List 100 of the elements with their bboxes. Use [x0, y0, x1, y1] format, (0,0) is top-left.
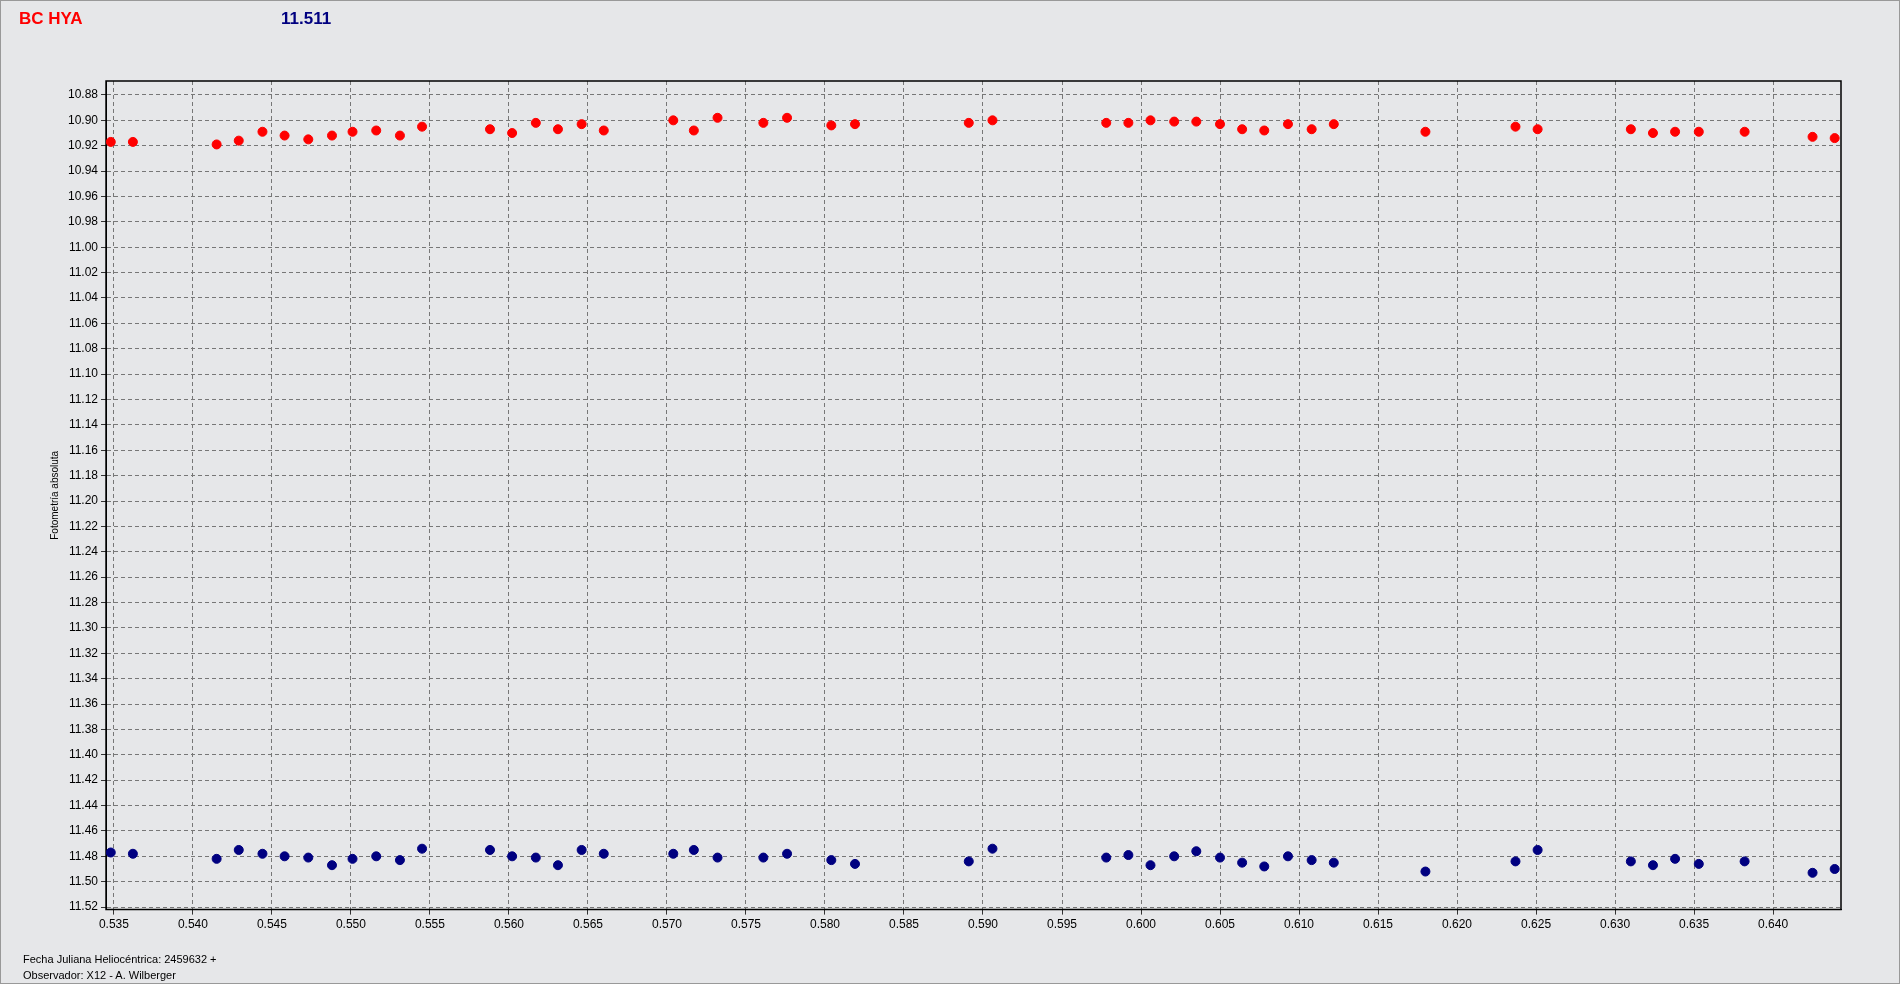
x-tick-label: 0.570 [651, 917, 683, 932]
y-tick-label: 11.30 [68, 620, 99, 635]
y-tick-label: 11.18 [68, 467, 99, 482]
x-tick-label: 0.595 [1046, 917, 1078, 932]
y-tick-label: 10.92 [68, 138, 99, 153]
point [1532, 844, 1543, 855]
point [1215, 852, 1226, 863]
point [576, 119, 587, 130]
point [127, 848, 138, 859]
y-tick-label: 11.28 [68, 594, 99, 609]
point [598, 125, 609, 136]
point [507, 851, 518, 862]
point [963, 856, 974, 867]
y-tick-label: 11.52 [68, 899, 99, 914]
point [371, 125, 382, 136]
y-tick-label: 11.02 [68, 264, 99, 279]
point [394, 855, 405, 866]
point [782, 848, 793, 859]
y-tick-label: 11.16 [68, 442, 99, 457]
point [1145, 115, 1156, 126]
point [552, 124, 563, 135]
point [279, 851, 290, 862]
point [1237, 124, 1248, 135]
x-tick-label: 0.580 [809, 917, 841, 932]
x-tick-label: 0.560 [493, 917, 525, 932]
point [1282, 851, 1293, 862]
x-axis-title: Fecha Juliana Heliocéntrica: 2459632 + [23, 952, 217, 967]
point [782, 112, 793, 123]
point [1647, 860, 1658, 871]
y-tick-label: 11.26 [68, 569, 99, 584]
y-tick-label: 11.22 [68, 518, 99, 533]
y-axis-title: Fotometría absoluta [48, 450, 60, 540]
point [127, 136, 138, 147]
y-tick-label: 11.00 [68, 239, 99, 254]
y-tick-label: 11.50 [68, 874, 99, 888]
point [1169, 851, 1180, 862]
point [1145, 860, 1156, 871]
point [1625, 124, 1636, 135]
point [1282, 119, 1293, 130]
x-tick-label: 0.565 [572, 917, 604, 932]
y-tick-label: 11.14 [68, 417, 99, 432]
y-tick-label: 10.96 [68, 188, 99, 203]
x-tick-label: 0.555 [414, 917, 446, 932]
point [347, 853, 358, 864]
point [552, 860, 563, 871]
point [1191, 116, 1202, 127]
x-tick-label: 0.640 [1758, 917, 1789, 932]
point [1328, 119, 1339, 130]
point [1306, 855, 1317, 866]
point [826, 120, 837, 131]
point [688, 844, 699, 855]
point [257, 848, 268, 859]
point [1625, 856, 1636, 867]
point [1306, 124, 1317, 135]
y-tick-label: 11.38 [68, 721, 99, 736]
point [326, 860, 337, 871]
y-tick-label: 11.44 [68, 797, 99, 812]
point [1829, 864, 1840, 874]
point [233, 135, 244, 146]
y-tick-label: 11.34 [68, 670, 99, 685]
y-tick-label: 10.88 [68, 87, 99, 102]
y-tick-label: 11.08 [68, 341, 99, 356]
text: BC HYA [19, 9, 83, 29]
point [530, 852, 541, 863]
x-tick-label: 0.620 [1442, 917, 1473, 932]
point [485, 124, 495, 135]
y-tick-label: 11.10 [68, 366, 99, 381]
point [257, 126, 268, 137]
point [1101, 117, 1112, 128]
y-tick-label: 11.32 [68, 645, 99, 660]
point [987, 115, 998, 126]
point [279, 130, 290, 141]
point [303, 134, 314, 145]
point [530, 117, 541, 128]
point [1829, 133, 1840, 144]
y-tick-label: 11.40 [68, 747, 99, 762]
x-tick-label: 0.600 [1125, 917, 1157, 932]
point [758, 852, 769, 863]
point [106, 136, 116, 147]
x-tick-label: 0.615 [1363, 917, 1394, 932]
x-tick-label: 0.635 [1679, 917, 1710, 932]
x-tick-label: 0.535 [98, 917, 130, 932]
point [668, 115, 679, 126]
point [1670, 853, 1681, 864]
x-tick-label: 0.585 [888, 917, 920, 932]
point [1693, 858, 1704, 869]
point [1259, 125, 1270, 136]
x-tick-label: 0.545 [256, 917, 288, 932]
x-tick-label: 0.605 [1205, 917, 1236, 932]
point [1807, 131, 1818, 142]
point [712, 112, 723, 123]
point [507, 128, 518, 139]
x-tick-label: 0.575 [730, 917, 762, 932]
point [347, 126, 358, 137]
point [106, 847, 116, 858]
point [712, 852, 723, 863]
x-tick-label: 0.630 [1600, 917, 1631, 932]
point [211, 853, 222, 864]
point [1101, 852, 1112, 863]
point [1328, 857, 1339, 868]
